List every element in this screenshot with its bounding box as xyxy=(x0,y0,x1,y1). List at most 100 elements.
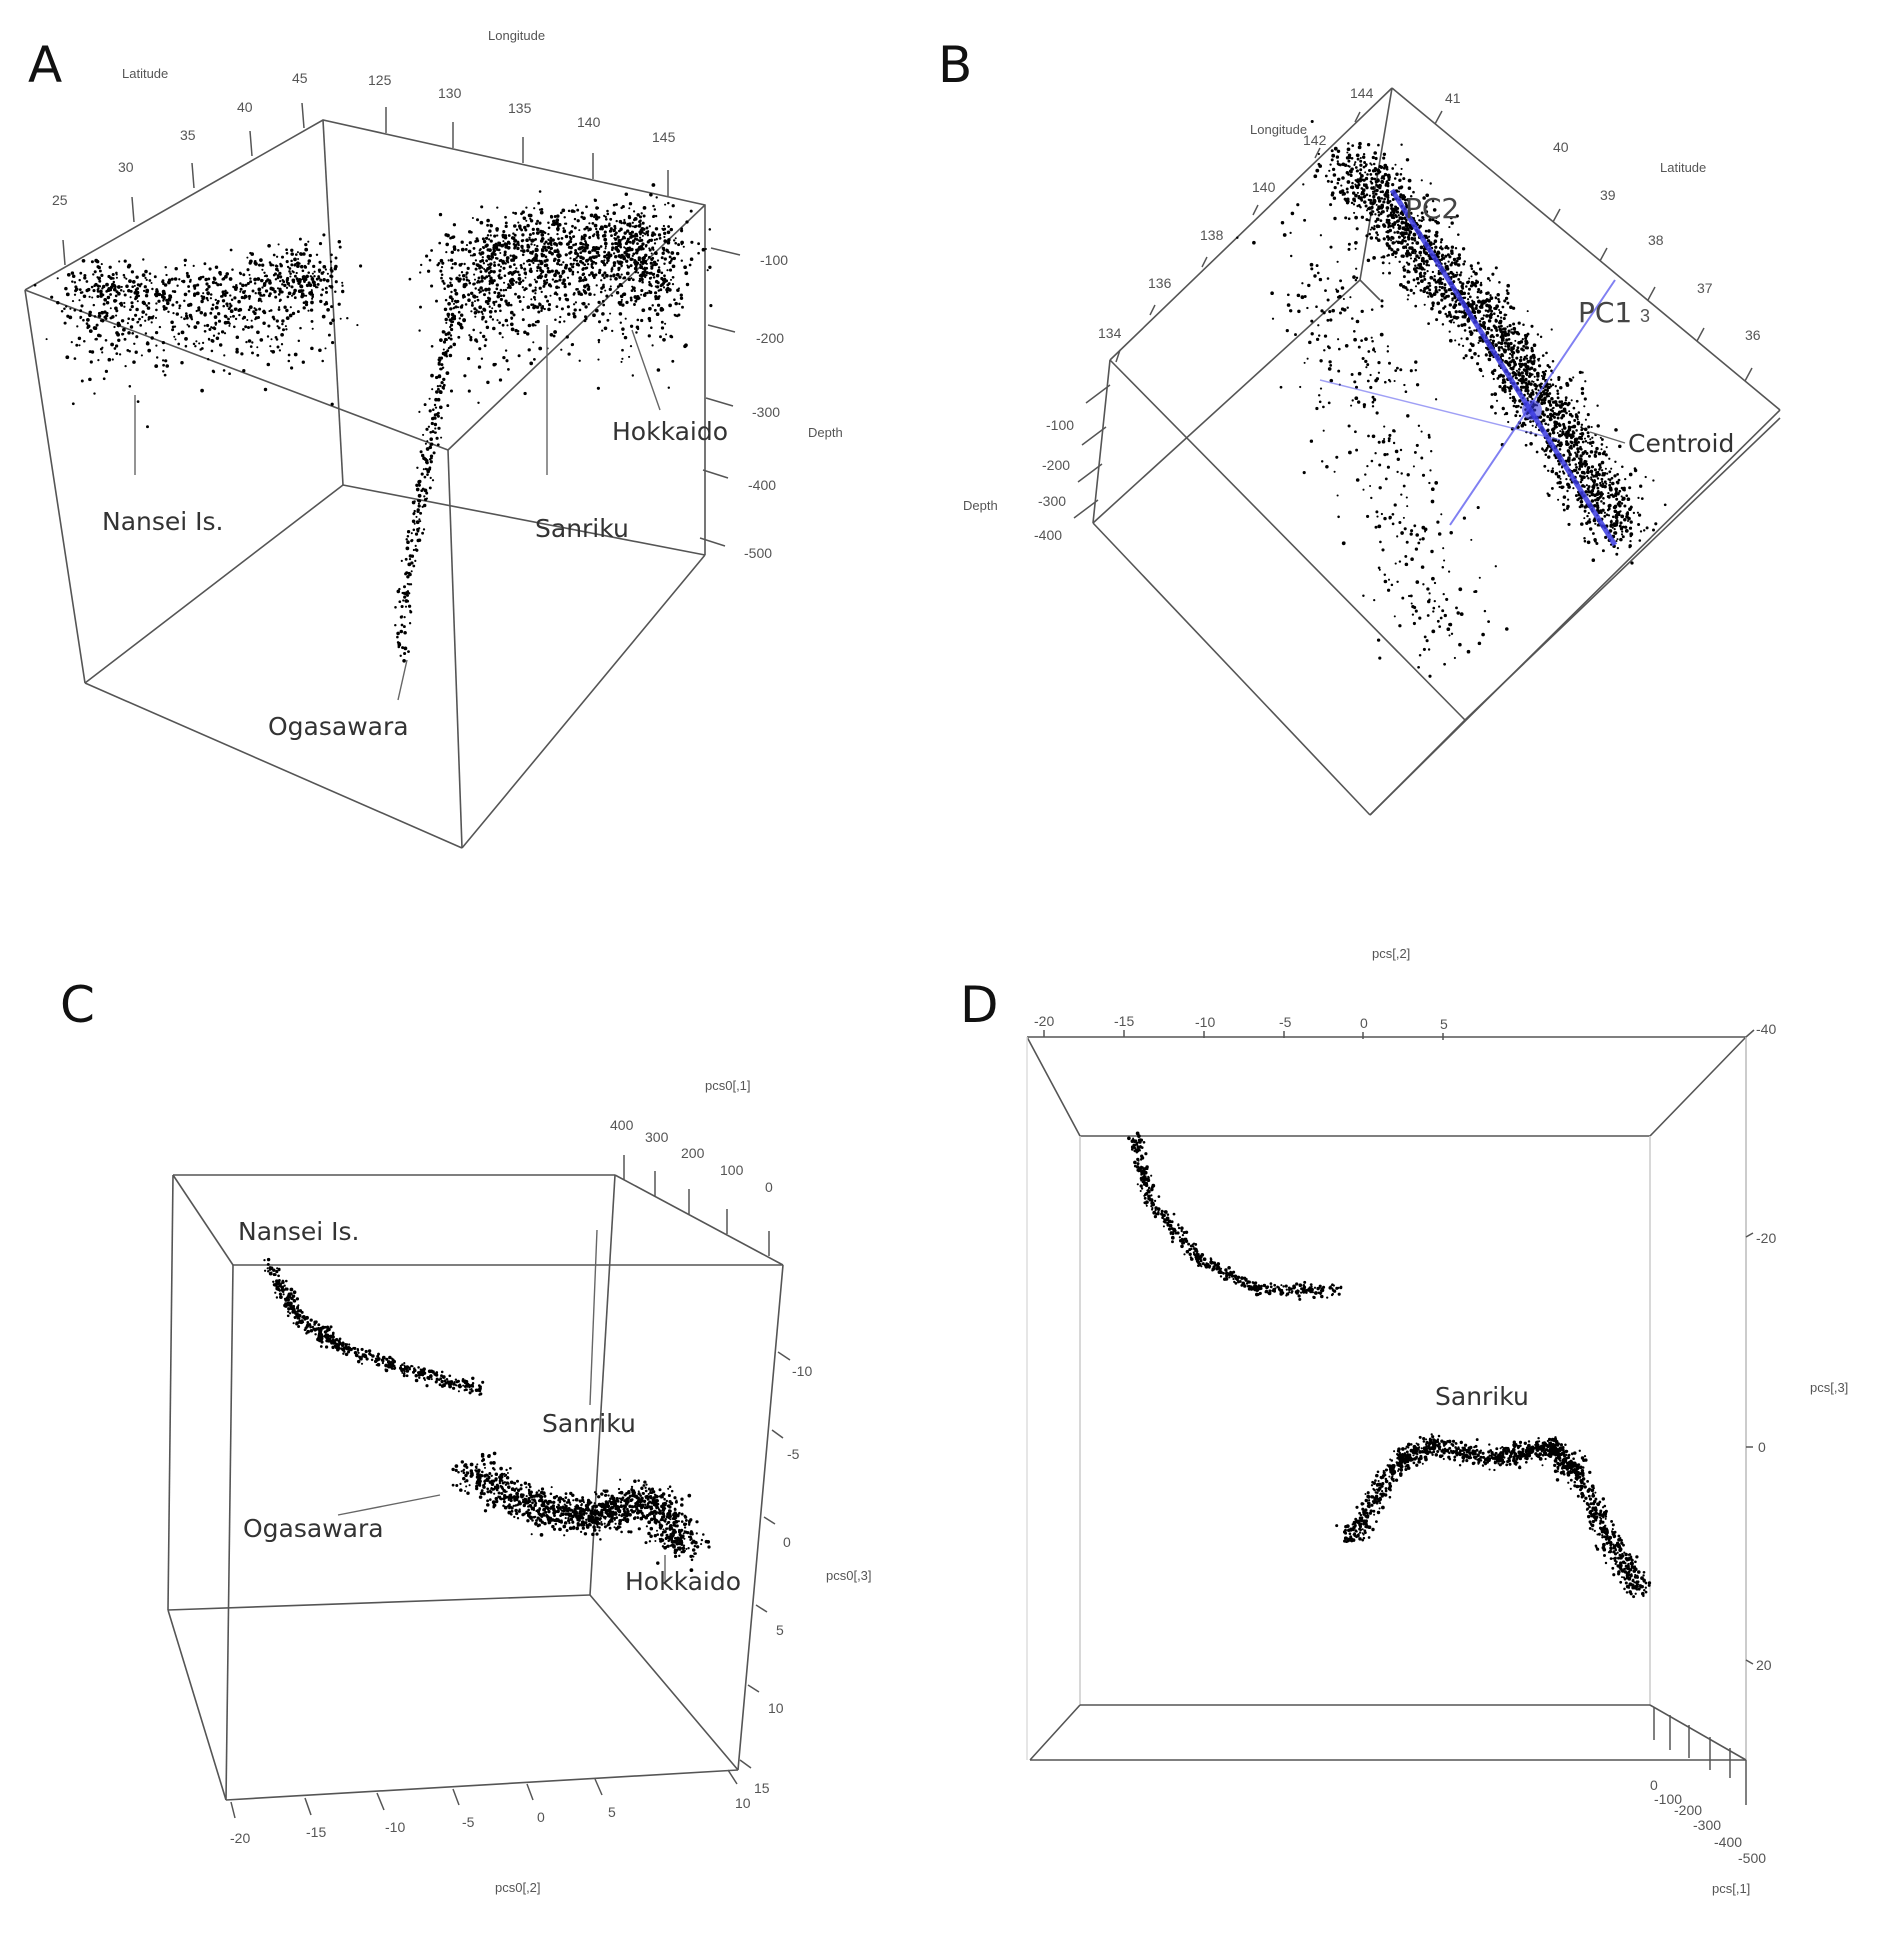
longitude-axis-title: Longitude xyxy=(488,28,545,43)
leader-ogasawara-a xyxy=(397,659,408,701)
tick-pc2-5-c: 5 xyxy=(608,1804,616,1820)
pc3-axis-line xyxy=(1319,379,1561,441)
tick-pc3-minus20-d: -20 xyxy=(1756,1230,1776,1246)
tick-lat-38-b: 38 xyxy=(1648,232,1664,248)
longitude-ticks-b: 134 136 138 140 142 144 xyxy=(1098,85,1374,363)
tick-lat-25: 25 xyxy=(52,192,68,208)
pc1-ticks-c: 400 300 200 100 0 xyxy=(610,1117,773,1256)
panel-c: C pcs0[,1] pcs0[,2] pcs0[,3] 400 xyxy=(60,976,872,1895)
tick-pc2-minus20-c: -20 xyxy=(230,1830,250,1846)
panel-b: B Longitude Latitude Depth 134 136 xyxy=(938,36,1781,816)
panel-letter-c: C xyxy=(60,976,95,1034)
tick-depth-100-b: -100 xyxy=(1046,417,1074,433)
latitude-axis-title-b: Latitude xyxy=(1660,160,1706,175)
centroid-marker xyxy=(1522,400,1542,420)
tick-pc1-300-c: 300 xyxy=(645,1129,669,1145)
tick-pc1-minus200-d: -200 xyxy=(1674,1802,1702,1818)
tick-pc3-20-d: 20 xyxy=(1756,1657,1772,1673)
latitude-ticks-b: 41 40 39 38 37 36 xyxy=(1434,90,1761,382)
label-nansei-a: Nansei Is. xyxy=(102,507,224,536)
label-centroid: Centroid xyxy=(1628,429,1734,458)
tick-lon-144-b: 144 xyxy=(1350,85,1374,101)
pc3-ticks-d: -40 -20 0 20 xyxy=(1745,1021,1776,1673)
pc2-axis-title-d: pcs[,2] xyxy=(1372,946,1410,961)
tick-depth-300-b: -300 xyxy=(1038,493,1066,509)
pc1-ticks-d: 0 -100 -200 -300 -400 -500 xyxy=(1650,1707,1766,1866)
tick-depth-300: -300 xyxy=(752,404,780,420)
scatter-points-c xyxy=(263,1257,711,1572)
tick-pc1-minus100-d: -100 xyxy=(1654,1791,1682,1807)
label-nansei-c: Nansei Is. xyxy=(238,1217,360,1246)
leader-hokkaido-a xyxy=(631,329,661,411)
tick-depth-400: -400 xyxy=(748,477,776,493)
tick-lon-136-b: 136 xyxy=(1148,275,1172,291)
tick-lon-145: 145 xyxy=(652,129,676,145)
tick-pc3-0-d: 0 xyxy=(1758,1439,1766,1455)
tick-depth-400-b: -400 xyxy=(1034,527,1062,543)
tick-pc2-10-c: 10 xyxy=(735,1795,751,1811)
tick-lat-40: 40 xyxy=(237,99,253,115)
tick-lat-45: 45 xyxy=(292,70,308,86)
pc3-axis-title-d: pcs[,3] xyxy=(1810,1380,1848,1395)
tick-pc2-0-c: 0 xyxy=(537,1809,545,1825)
pc2-ticks-c: -20 -15 -10 -5 0 5 10 xyxy=(230,1769,751,1846)
depth-ticks-a: -100 -200 -300 -400 -500 xyxy=(699,247,788,561)
tick-pc2-minus15-d: -15 xyxy=(1114,1013,1134,1029)
panel-letter-b: B xyxy=(938,36,972,94)
tick-pc1-0-c: 0 xyxy=(765,1179,773,1195)
longitude-axis-title-b: Longitude xyxy=(1250,122,1307,137)
tick-pc2-0-d: 0 xyxy=(1360,1015,1368,1031)
tick-depth-500: -500 xyxy=(744,545,772,561)
tick-lat-39-b: 39 xyxy=(1600,187,1616,203)
tick-lon-140: 140 xyxy=(577,114,601,130)
tick-pc2-minus10-d: -10 xyxy=(1195,1014,1215,1030)
label-sanriku-d: Sanriku xyxy=(1435,1382,1529,1411)
depth-axis-title-b: Depth xyxy=(963,498,998,513)
tick-pc2-minus10-c: -10 xyxy=(385,1819,405,1835)
tick-lon-130: 130 xyxy=(438,85,462,101)
latitude-ticks-a: 25 30 35 40 45 xyxy=(52,70,308,266)
label-sanriku-a: Sanriku xyxy=(535,514,629,543)
tick-pc2-minus20-d: -20 xyxy=(1034,1013,1054,1029)
tick-lat-40-b: 40 xyxy=(1553,139,1569,155)
tick-lon-134-b: 134 xyxy=(1098,325,1122,341)
tick-lon-135: 135 xyxy=(508,100,532,116)
leader-centroid xyxy=(1589,431,1626,444)
tick-pc1-400-c: 400 xyxy=(610,1117,634,1133)
longitude-ticks-a: 125 130 135 140 145 xyxy=(368,72,676,196)
label-pc3: 3 xyxy=(1640,306,1650,326)
label-ogasawara-a: Ogasawara xyxy=(268,712,409,741)
label-ogasawara-c: Ogasawara xyxy=(243,1514,384,1543)
pc2-axis-line xyxy=(1389,188,1618,547)
plot-box-d xyxy=(1026,1036,1747,1761)
leader-ogasawara-c xyxy=(337,1494,441,1516)
plot-box-b xyxy=(1092,87,1781,816)
pc2-ticks-d: -20 -15 -10 -5 0 5 xyxy=(1034,1013,1448,1040)
tick-lat-36-b: 36 xyxy=(1745,327,1761,343)
pc1-axis-title-d: pcs[,1] xyxy=(1712,1881,1750,1896)
tick-pc1-minus300-d: -300 xyxy=(1693,1817,1721,1833)
tick-pc2-minus15-c: -15 xyxy=(306,1824,326,1840)
scatter-points-d xyxy=(1127,1131,1652,1599)
label-hokkaido-a: Hokkaido xyxy=(612,417,728,446)
tick-pc3-minus5-c: -5 xyxy=(787,1446,800,1462)
latitude-axis-title: Latitude xyxy=(122,66,168,81)
tick-pc1-minus400-d: -400 xyxy=(1714,1834,1742,1850)
tick-pc1-100-c: 100 xyxy=(720,1162,744,1178)
label-pc2: PC2 xyxy=(1405,192,1459,225)
plot-box-a xyxy=(24,119,706,849)
depth-ticks-b: -100 -200 -300 -400 xyxy=(1034,384,1111,543)
tick-lon-138-b: 138 xyxy=(1200,227,1224,243)
tick-lat-30: 30 xyxy=(118,159,134,175)
tick-pc1-minus500-d: -500 xyxy=(1738,1850,1766,1866)
tick-lon-125: 125 xyxy=(368,72,392,88)
pc3-axis-title-c: pcs0[,3] xyxy=(826,1568,872,1583)
tick-pc2-5-d: 5 xyxy=(1440,1016,1448,1032)
tick-depth-100: -100 xyxy=(760,252,788,268)
depth-axis-title: Depth xyxy=(808,425,843,440)
pc1-axis-title-c: pcs0[,1] xyxy=(705,1078,751,1093)
plot-box-c xyxy=(167,1174,784,1801)
tick-pc3-minus10-c: -10 xyxy=(792,1363,812,1379)
tick-pc2-minus5-d: -5 xyxy=(1279,1014,1292,1030)
